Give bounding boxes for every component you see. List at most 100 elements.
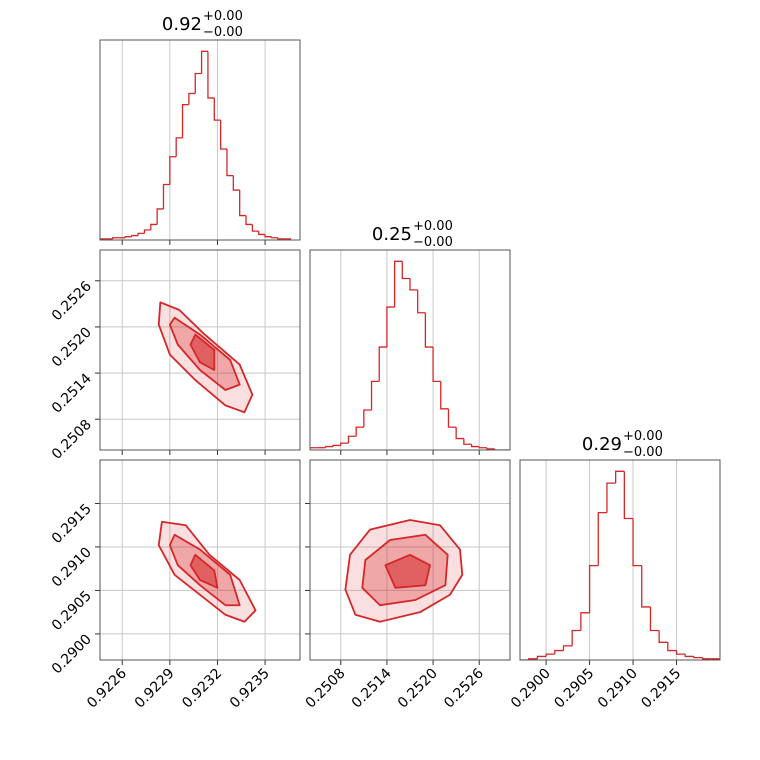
histogram-bin [649, 606, 660, 632]
histogram-bin [156, 208, 164, 225]
y-tick-label: 0.2905 [49, 588, 95, 634]
title-minus: −0.00 [413, 235, 453, 250]
contour-level [384, 553, 431, 589]
histogram-bin [188, 92, 196, 105]
histogram-bin [332, 444, 341, 447]
histogram-bin [226, 148, 234, 177]
x-tick-label: 0.9226 [84, 665, 130, 711]
histogram-bin [386, 306, 395, 348]
histogram-bin [150, 223, 158, 231]
title-plus: +0.00 [413, 219, 453, 234]
marks [100, 50, 292, 240]
histogram-bin [658, 630, 668, 643]
histogram-bin [424, 312, 434, 348]
marks [157, 301, 254, 414]
histogram-bin [363, 409, 372, 428]
histogram-bin [455, 427, 464, 440]
histogram-bin [277, 237, 285, 240]
panel: 0.9226 0.9229 0.9232 0.92350.29000.29050.29… [49, 459, 301, 712]
x-tick-label: 0.2514 [349, 665, 395, 711]
histogram-bin [588, 565, 599, 613]
y-tick-label: 0.2526 [49, 278, 95, 324]
histogram-bin [667, 642, 677, 652]
marks [157, 520, 257, 623]
x-tick-label: 0.2910 [595, 666, 641, 712]
title-plus: +0.00 [203, 9, 243, 24]
histogram-bin [131, 234, 139, 237]
histogram-bin [432, 347, 441, 383]
x-tick-label: 0.2900 [508, 666, 554, 712]
histogram-bin [324, 445, 334, 448]
y-tick-label: 0.2910 [49, 544, 95, 590]
histogram-bin [536, 655, 547, 659]
histogram-bin [143, 229, 151, 234]
title-value: 0.25 [372, 224, 412, 245]
histogram-bin [340, 442, 349, 446]
histogram-bin [207, 51, 215, 99]
histogram-bin [200, 50, 208, 74]
panel-frame [519, 459, 721, 661]
histogram-bin [409, 278, 418, 291]
x-tick-label: 0.2526 [441, 665, 487, 711]
histogram-bin [270, 236, 278, 239]
panel-frame [99, 249, 301, 451]
title-minus: −0.00 [623, 445, 663, 460]
histogram-bin [169, 156, 177, 185]
contour-level [189, 553, 219, 589]
title-value: 0.92 [162, 14, 202, 35]
title-plus: +0.00 [623, 429, 663, 444]
histogram-bin [478, 446, 487, 449]
histogram-bin [711, 658, 720, 660]
histogram-bin [447, 408, 457, 428]
x-tick-label: 0.9232 [179, 666, 225, 712]
histogram-bin [486, 447, 495, 450]
y-tick-label: 0.2508 [49, 417, 95, 463]
x-tick-label: 0.2905 [551, 666, 597, 712]
histogram-bin [675, 650, 686, 655]
histogram-bin [370, 380, 380, 410]
histogram-bin [401, 261, 410, 280]
histogram-bin [124, 236, 132, 238]
panel: 0.25 +0.00−0.00 [309, 219, 511, 455]
histogram-bin [623, 471, 634, 520]
panel-frame [309, 459, 511, 661]
histogram-bin [239, 190, 247, 217]
x-tick-label: 0.2508 [303, 666, 349, 712]
histogram-bin [440, 381, 449, 410]
histogram-bin [347, 435, 357, 444]
panel: 0.92 +0.00−0.00 [99, 9, 301, 245]
x-tick-label: 0.9235 [227, 666, 273, 712]
histogram-bin [571, 629, 581, 646]
histogram-bin [251, 224, 259, 232]
histogram-bin [641, 565, 651, 608]
histogram-bin [245, 215, 253, 226]
histogram-bin [615, 470, 625, 484]
contour-level [189, 333, 216, 371]
histogram-bin [417, 289, 426, 314]
histogram-bin [632, 518, 642, 567]
histogram-bin [554, 649, 564, 655]
histogram-bin [393, 260, 403, 308]
histogram-bin [194, 72, 202, 94]
histogram-bin [580, 612, 590, 631]
histogram-bin [264, 234, 272, 238]
y-tick-label: 0.2915 [49, 501, 95, 547]
histogram-bin [693, 656, 703, 659]
x-tick-label: 0.2915 [638, 666, 684, 712]
histogram-bin [232, 175, 240, 191]
histogram-bin [100, 238, 107, 240]
panel-frame [99, 459, 301, 661]
panel-frame [99, 39, 301, 241]
histogram-bin [701, 657, 712, 660]
histogram-bin [378, 346, 387, 382]
histogram-bin [258, 231, 266, 236]
histogram-bin [545, 653, 555, 657]
histogram-bin [181, 103, 189, 138]
histogram-bin [470, 444, 480, 448]
title-value: 0.29 [582, 434, 622, 455]
y-tick-label: 0.2900 [49, 631, 95, 677]
